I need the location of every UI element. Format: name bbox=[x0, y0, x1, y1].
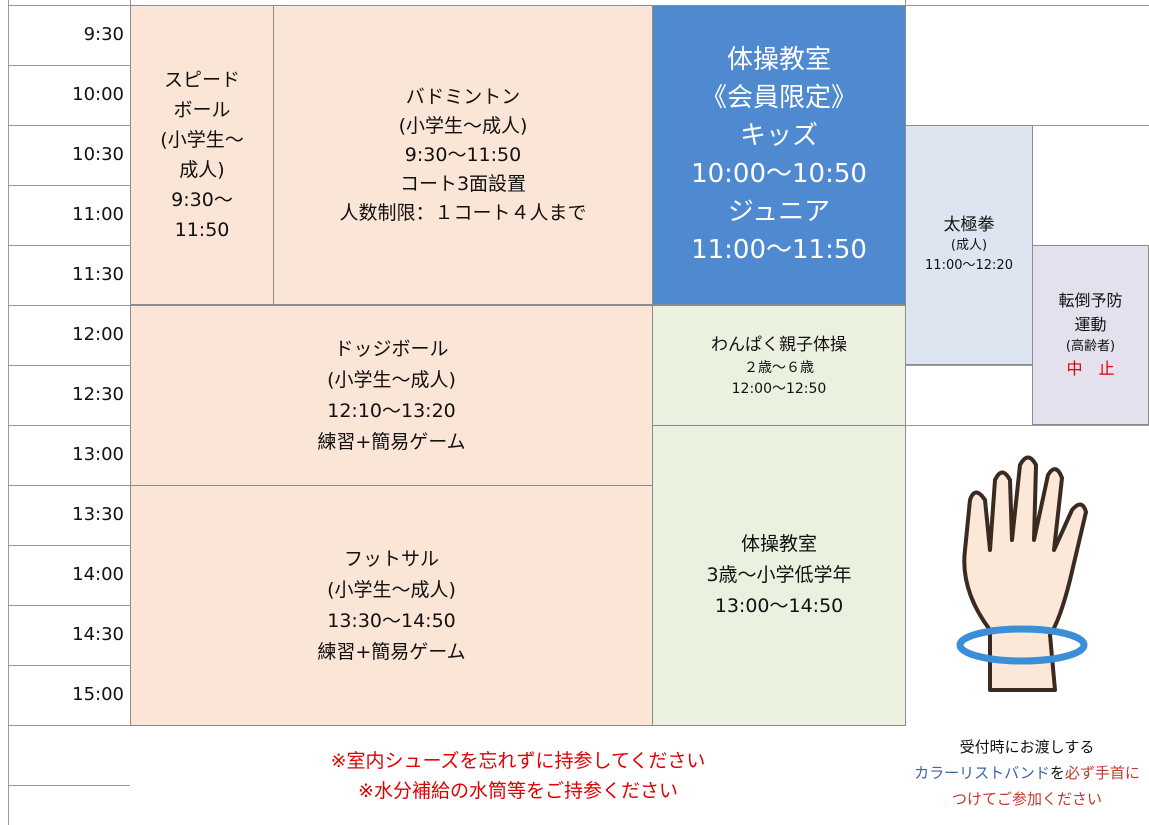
block-text: 転倒予防 bbox=[1058, 291, 1123, 310]
wristband-text: つけてご参加ください bbox=[951, 790, 1102, 808]
wristband-text: を bbox=[1049, 764, 1065, 782]
grid-line bbox=[8, 65, 130, 66]
schedule-block: わんぱく親子体操 ２歳～６歳 12:00～12:50 bbox=[652, 305, 906, 426]
block-text: ボール bbox=[173, 99, 231, 121]
schedule-block: ※室内シューズを忘れずに持参してください ※水分補給の水筒等をご持参ください bbox=[130, 725, 906, 825]
block-text: 9:30～ bbox=[171, 189, 233, 211]
time-label: 15:00 bbox=[72, 684, 124, 705]
block-text: 10:00～10:50 bbox=[691, 159, 867, 189]
time-label: 11:00 bbox=[72, 204, 124, 225]
grid-line bbox=[8, 485, 130, 486]
grid-line bbox=[8, 665, 130, 666]
schedule-block: ドッジボール (小学生～成人) 12:10～13:20 練習+簡易ゲーム bbox=[130, 305, 653, 486]
block-text: (成人) bbox=[950, 238, 988, 253]
block-text: ジュニア bbox=[727, 197, 831, 227]
grid-line bbox=[8, 125, 130, 126]
block-text: 練習+簡易ゲーム bbox=[317, 430, 466, 453]
block-text: バドミントン bbox=[405, 85, 521, 108]
block-text: 中 止 bbox=[1066, 359, 1115, 378]
grid-line bbox=[8, 305, 130, 306]
block-text: ※水分補給の水筒等をご持参ください bbox=[358, 779, 678, 802]
block-text: (小学生～成人) bbox=[398, 114, 528, 137]
time-label: 13:30 bbox=[72, 504, 124, 525]
schedule-block: 転倒予防運動 (高齢者) 中 止 bbox=[1032, 245, 1149, 425]
schedule-block: フットサル (小学生～成人) 13:30～14:50 練習+簡易ゲーム bbox=[130, 485, 653, 726]
grid-line bbox=[8, 725, 130, 726]
block-text: 12:10～13:20 bbox=[327, 399, 456, 422]
block-text: キッズ bbox=[739, 121, 818, 151]
wristband-text: カラーリストバンド bbox=[914, 764, 1050, 782]
grid-line bbox=[8, 785, 130, 786]
block-text: 人数制限：１コート４人まで bbox=[339, 201, 587, 224]
block-text: 太極拳 bbox=[943, 215, 995, 235]
block-text: 運動 bbox=[1074, 315, 1107, 334]
block-text: (小学生～成人) bbox=[327, 578, 456, 601]
block-text: ２歳～６歳 bbox=[744, 359, 814, 376]
block-text: ドッジボール bbox=[334, 337, 449, 360]
block-text: わんぱく親子体操 bbox=[711, 334, 847, 355]
time-label: 10:00 bbox=[72, 84, 124, 105]
block-text: 体操教室 bbox=[726, 45, 831, 75]
time-label: 9:30 bbox=[83, 24, 124, 45]
wristband-text: 必ず手首に bbox=[1064, 764, 1140, 782]
wristband-text: カラーリストバンドを必ず手首に bbox=[905, 760, 1149, 786]
grid-line bbox=[8, 425, 130, 426]
block-text: (高齢者) bbox=[1065, 339, 1116, 354]
time-label: 12:00 bbox=[72, 324, 124, 345]
time-label: 12:30 bbox=[72, 384, 124, 405]
block-text: ※室内シューズを忘れずに持参してください bbox=[330, 749, 706, 772]
block-text: 13:00～14:50 bbox=[714, 595, 844, 617]
block-text: (小学生～成人) bbox=[327, 368, 456, 391]
grid-line bbox=[8, 185, 130, 186]
grid-line bbox=[8, 545, 130, 546]
grid-line bbox=[905, 365, 1032, 366]
block-text: 練習+簡易ゲーム bbox=[317, 640, 466, 663]
wristband-text: 受付時にお渡しする bbox=[959, 738, 1095, 756]
block-text: 11:50 bbox=[174, 219, 230, 241]
grid-line bbox=[8, 605, 130, 606]
block-text: 11:00～11:50 bbox=[691, 235, 867, 265]
schedule-block: 体操教室《会員限定》 キッズ 10:00～10:50 ジュニア 11:00～11:50 bbox=[652, 5, 906, 305]
block-text: スピード bbox=[163, 69, 240, 91]
grid-line bbox=[8, 245, 130, 246]
grid-line bbox=[8, 5, 130, 6]
schedule-block: 太極拳 (成人) 11:00～12:20 bbox=[905, 125, 1033, 365]
schedule-block: スピードボール (小学生～ 成人) 9:30～ 11:50 bbox=[130, 5, 274, 305]
schedule-block: バドミントン (小学生～成人) 9:30～11:50 コート3面設置人数制限：１コート… bbox=[273, 5, 653, 305]
wristband-hand-icon bbox=[956, 455, 1088, 692]
block-text: コート3面設置 bbox=[399, 172, 527, 195]
block-text: 3歳～小学低学年 bbox=[706, 564, 852, 586]
time-label: 14:30 bbox=[72, 624, 124, 645]
time-label: 14:00 bbox=[72, 564, 124, 585]
block-text: 11:00～12:20 bbox=[925, 258, 1013, 273]
grid-line bbox=[8, 0, 9, 825]
block-text: フットサル bbox=[343, 547, 439, 570]
schedule-block: 体操教室 3歳～小学低学年 13:00～14:50 bbox=[652, 425, 906, 726]
time-label: 11:30 bbox=[72, 264, 124, 285]
block-text: 体操教室 bbox=[740, 533, 817, 555]
block-text: 成人) bbox=[179, 159, 225, 181]
grid-line bbox=[905, 425, 1149, 426]
block-text: 9:30～11:50 bbox=[404, 143, 522, 166]
block-text: 《会員限定》 bbox=[700, 83, 857, 113]
block-text: 13:30～14:50 bbox=[327, 609, 456, 632]
grid-line bbox=[8, 365, 130, 366]
block-text: 12:00～12:50 bbox=[731, 380, 827, 397]
time-label: 10:30 bbox=[72, 144, 124, 165]
block-text: (小学生～ bbox=[160, 129, 244, 151]
time-label: 13:00 bbox=[72, 444, 124, 465]
